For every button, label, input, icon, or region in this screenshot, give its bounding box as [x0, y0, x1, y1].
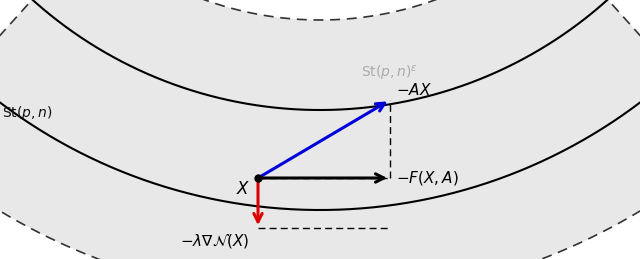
Text: $-F(X,A)$: $-F(X,A)$: [396, 169, 459, 187]
Text: $-\lambda\nabla\mathcal{N}(X)$: $-\lambda\nabla\mathcal{N}(X)$: [180, 232, 250, 250]
Text: $\mathrm{St}(p,n)^{\varepsilon}$: $\mathrm{St}(p,n)^{\varepsilon}$: [361, 64, 418, 83]
Text: $\mathrm{St}(p,n)$: $\mathrm{St}(p,n)$: [2, 104, 52, 122]
Text: $-AX$: $-AX$: [396, 82, 432, 98]
Text: $X$: $X$: [236, 181, 250, 198]
